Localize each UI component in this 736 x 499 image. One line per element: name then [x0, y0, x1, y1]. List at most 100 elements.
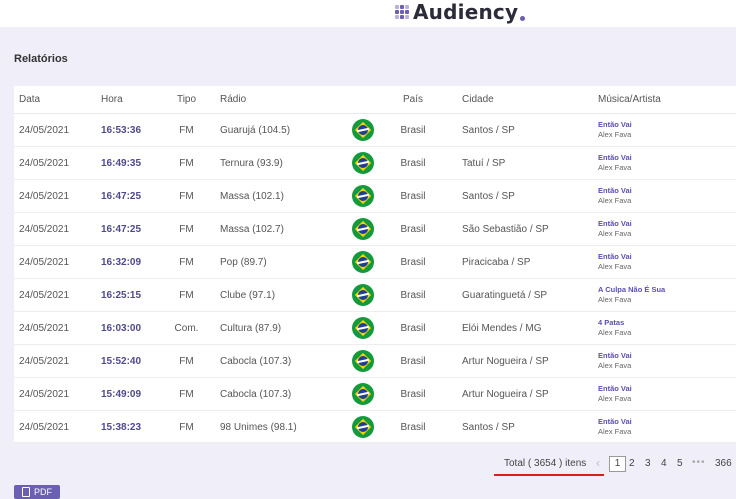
cell-radio: Cultura (87.9) — [220, 311, 348, 345]
song-title[interactable]: Então Vai — [598, 252, 632, 261]
header-radio[interactable]: Rádio — [220, 86, 348, 114]
table-row[interactable]: 24/05/2021 16:49:35 FM Ternura (93.9) Brasil… — [14, 146, 736, 180]
pagination: Total ( 3654 ) itens ‹ 1 2 3 4 5 ••• 366 — [0, 456, 736, 472]
cell-flag — [348, 410, 378, 444]
cell-radio: Massa (102.7) — [220, 212, 348, 246]
cell-country: Brasil — [378, 311, 448, 345]
table-row[interactable]: 24/05/2021 16:53:36 FM Guarujá (104.5) Brasi… — [14, 113, 736, 147]
artist-name: Alex Fava — [598, 196, 632, 205]
artist-name: Alex Fava — [598, 262, 632, 271]
cell-radio: Massa (102.1) — [220, 179, 348, 213]
header-country[interactable]: País — [378, 86, 448, 114]
brazil-flag-icon — [352, 284, 374, 306]
cell-city: Piracicaba / SP — [448, 245, 596, 279]
page-button[interactable]: 5 — [677, 458, 683, 469]
artist-name: Alex Fava — [598, 229, 632, 238]
song-title[interactable]: Então Vai — [598, 120, 632, 129]
cell-country: Brasil — [378, 245, 448, 279]
cell-radio: Guarujá (104.5) — [220, 113, 348, 147]
page-button[interactable]: 2 — [629, 458, 635, 469]
cell-country: Brasil — [378, 113, 448, 147]
song-title[interactable]: Então Vai — [598, 186, 632, 195]
page-button[interactable]: 3 — [645, 458, 651, 469]
cell-radio: Ternura (93.9) — [220, 146, 348, 180]
cell-type: FM — [163, 377, 220, 411]
artist-name: Alex Fava — [598, 295, 632, 304]
table-row[interactable]: 24/05/2021 16:32:09 FM Pop (89.7) Brasil Pira… — [14, 245, 736, 279]
header-date[interactable]: Data — [14, 86, 101, 114]
cell-flag — [348, 278, 378, 312]
table-row[interactable]: 24/05/2021 16:03:00 Com. Cultura (87.9) Bras… — [14, 311, 736, 345]
cell-song: Então Vai Alex Fava — [596, 245, 736, 279]
cell-song: Então Vai Alex Fava — [596, 410, 736, 444]
cell-type: FM — [163, 278, 220, 312]
header-song[interactable]: Música/Artista — [596, 86, 736, 114]
cell-type: FM — [163, 113, 220, 147]
cell-time: 16:03:00 — [101, 311, 163, 345]
artist-name: Alex Fava — [598, 394, 632, 403]
song-title[interactable]: Então Vai — [598, 351, 632, 360]
cell-type: FM — [163, 245, 220, 279]
cell-date: 24/05/2021 — [14, 146, 101, 180]
table-row[interactable]: 24/05/2021 16:25:15 FM Clube (97.1) Brasil Gu… — [14, 278, 736, 312]
cell-song: 4 Patas Alex Fava — [596, 311, 736, 345]
song-title[interactable]: Então Vai — [598, 384, 632, 393]
brand-logo[interactable]: Audiency — [395, 0, 526, 24]
table-row[interactable]: 24/05/2021 15:49:09 FM Cabocla (107.3) Brasi… — [14, 377, 736, 411]
file-icon — [22, 487, 30, 497]
song-title[interactable]: A Culpa Não É Sua — [598, 285, 666, 294]
last-page-button[interactable]: 366 — [715, 458, 732, 469]
cell-flag — [348, 179, 378, 213]
table-row[interactable]: 24/05/2021 16:47:25 FM Massa (102.7) Brasil S… — [14, 212, 736, 246]
cell-date: 24/05/2021 — [14, 245, 101, 279]
cell-time: 16:32:09 — [101, 245, 163, 279]
header-flag — [348, 86, 378, 114]
song-title[interactable]: 4 Patas — [598, 318, 625, 327]
header-time[interactable]: Hora — [101, 86, 163, 114]
header-city[interactable]: Cidade — [448, 86, 596, 114]
cell-type: Com. — [163, 311, 220, 345]
cell-flag — [348, 377, 378, 411]
cell-time: 16:47:25 — [101, 212, 163, 246]
cell-type: FM — [163, 212, 220, 246]
song-title[interactable]: Então Vai — [598, 153, 632, 162]
cell-time: 16:49:35 — [101, 146, 163, 180]
report-table-card: Data Hora Tipo Rádio País Cidade Música/… — [14, 86, 736, 444]
more-pages-ellipsis[interactable]: ••• — [692, 457, 706, 468]
cell-time: 16:25:15 — [101, 278, 163, 312]
cell-date: 24/05/2021 — [14, 311, 101, 345]
cell-time: 15:49:09 — [101, 377, 163, 411]
cell-city: Artur Nogueira / SP — [448, 344, 596, 378]
table-header-row: Data Hora Tipo Rádio País Cidade Música/… — [14, 86, 736, 114]
pdf-button-label: PDF — [34, 487, 52, 497]
artist-name: Alex Fava — [598, 130, 632, 139]
prev-page-button[interactable]: ‹ — [596, 456, 600, 470]
cell-song: Então Vai Alex Fava — [596, 113, 736, 147]
cell-song: Então Vai Alex Fava — [596, 344, 736, 378]
cell-date: 24/05/2021 — [14, 377, 101, 411]
cell-time: 16:53:36 — [101, 113, 163, 147]
cell-city: Santos / SP — [448, 179, 596, 213]
top-bar: Audiency — [0, 0, 736, 27]
brazil-flag-icon — [352, 119, 374, 141]
artist-name: Alex Fava — [598, 427, 632, 436]
page-button-active[interactable]: 1 — [609, 456, 626, 472]
table-row[interactable]: 24/05/2021 15:38:23 FM 98 Unimes (98.1) Bras… — [14, 410, 736, 444]
cell-song: Então Vai Alex Fava — [596, 212, 736, 246]
cell-country: Brasil — [378, 278, 448, 312]
cell-flag — [348, 344, 378, 378]
brazil-flag-icon — [352, 416, 374, 438]
song-title[interactable]: Então Vai — [598, 417, 632, 426]
brazil-flag-icon — [352, 152, 374, 174]
table-row[interactable]: 24/05/2021 16:47:25 FM Massa (102.1) Brasil S… — [14, 179, 736, 213]
cell-city: Santos / SP — [448, 410, 596, 444]
cell-song: A Culpa Não É Sua Alex Fava — [596, 278, 736, 312]
header-type[interactable]: Tipo — [163, 86, 220, 114]
cell-flag — [348, 245, 378, 279]
cell-song: Então Vai Alex Fava — [596, 377, 736, 411]
cell-radio: 98 Unimes (98.1) — [220, 410, 348, 444]
table-row[interactable]: 24/05/2021 15:52:40 FM Cabocla (107.3) Brasi… — [14, 344, 736, 378]
brazil-flag-icon — [352, 317, 374, 339]
page-button[interactable]: 4 — [661, 458, 667, 469]
song-title[interactable]: Então Vai — [598, 219, 632, 228]
